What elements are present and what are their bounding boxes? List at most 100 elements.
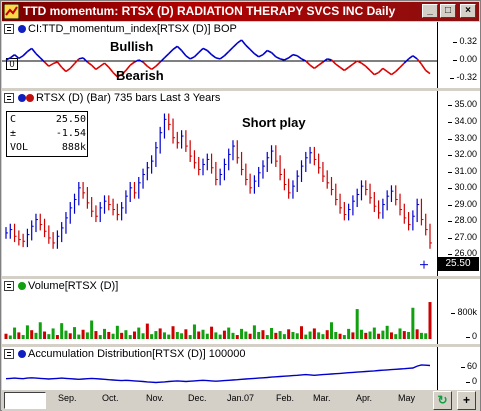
tick-label: 26.00 <box>448 248 477 258</box>
ad-pane[interactable]: Accumulation Distribution[RTSX (D)] 1000… <box>2 347 480 390</box>
momentum-segment <box>420 63 427 71</box>
volume-bar <box>312 328 316 339</box>
momentum-pane[interactable]: CI:TTD_momentum_index[RTSX (D)] BOP 0 Bu… <box>2 22 480 88</box>
volume-bar <box>4 333 8 339</box>
momentum-segment <box>215 57 221 60</box>
volume-bar <box>295 333 299 339</box>
minimize-button[interactable]: _ <box>422 4 438 18</box>
volume-bar <box>34 332 38 339</box>
volume-bar <box>402 331 406 339</box>
volume-bar <box>419 332 423 339</box>
momentum-plot <box>2 39 437 78</box>
momentum-segment <box>258 53 264 58</box>
volume-bar <box>265 335 269 339</box>
momentum-segment <box>61 66 67 73</box>
ad-pane-label: Accumulation Distribution[RTSX (D)] 1000… <box>28 348 246 360</box>
momentum-segment <box>412 55 418 60</box>
momentum-segment <box>416 58 423 65</box>
volume-bar <box>321 334 325 339</box>
refresh-button[interactable]: ↻ <box>433 391 452 410</box>
momentum-pane-label: CI:TTD_momentum_index[RTSX (D)] BOP <box>28 23 237 35</box>
pane-menu-icon[interactable] <box>4 281 14 291</box>
momentum-segment <box>138 59 144 63</box>
momentum-segment <box>176 45 183 52</box>
volume-bar <box>355 309 359 339</box>
scroll-box[interactable] <box>4 392 46 409</box>
volume-bar <box>137 327 141 339</box>
pane-splitter[interactable] <box>2 276 480 279</box>
volume-bar <box>141 333 145 339</box>
volume-pane[interactable]: Volume[RTSX (D)] 800k 0 <box>2 279 480 344</box>
momentum-segment <box>121 69 127 76</box>
volume-bar <box>128 335 132 339</box>
pane-splitter[interactable] <box>2 344 480 347</box>
volume-bar <box>252 325 256 339</box>
momentum-segment <box>31 47 37 55</box>
volume-bar <box>377 333 381 339</box>
volume-bar <box>317 332 321 339</box>
volume-bar <box>381 330 385 339</box>
volume-bar <box>364 332 368 339</box>
momentum-segment <box>193 52 200 58</box>
volume-bar <box>103 328 107 339</box>
title-bar[interactable]: TTD momentum: RTSX (D) RADIATION THERAPY… <box>2 2 479 21</box>
volume-bar <box>291 331 295 339</box>
month-label: Oct. <box>102 393 119 403</box>
pane-menu-icon[interactable] <box>4 24 14 34</box>
momentum-segment <box>292 53 298 57</box>
pane-splitter[interactable] <box>2 88 480 91</box>
momentum-segment <box>382 67 388 73</box>
price-axis: 35.00 34.00 33.00 32.00 31.00 30.00 29.0… <box>437 91 480 276</box>
volume-bar <box>372 327 376 339</box>
tick-label: 60 <box>460 361 477 371</box>
volume-bar <box>150 334 154 339</box>
volume-bar <box>188 335 192 339</box>
volume-bar <box>51 328 55 339</box>
volume-bar <box>55 335 59 339</box>
volume-bar <box>111 333 115 339</box>
bullish-annotation: Bullish <box>110 39 154 54</box>
volume-bar <box>132 331 136 339</box>
volume-bar <box>385 325 389 339</box>
momentum-segment <box>236 39 243 44</box>
time-axis-bar: Sep. Oct. Nov. Dec. Jan.07 Feb. Mar. Apr… <box>2 390 480 411</box>
volume-bar <box>227 327 231 339</box>
momentum-segment <box>228 46 234 53</box>
volume-bar <box>334 331 338 339</box>
volume-bar <box>17 332 21 339</box>
volume-bar <box>94 331 98 339</box>
ad-pane-header: Accumulation Distribution[RTSX (D)] 1000… <box>2 347 437 361</box>
close-button[interactable]: × <box>460 4 476 18</box>
pane-menu-icon[interactable] <box>4 349 14 359</box>
momentum-segment <box>279 58 285 61</box>
month-label: Jan.07 <box>227 393 255 403</box>
pane-menu-icon[interactable] <box>4 93 14 103</box>
momentum-segment <box>108 66 114 74</box>
momentum-axis: 0.32 0.00 -0.32 <box>437 22 480 88</box>
volume-bar <box>64 330 68 339</box>
add-button[interactable]: + <box>457 391 476 410</box>
momentum-segment <box>26 47 33 53</box>
volume-bar <box>81 329 85 339</box>
maximize-button[interactable]: □ <box>440 4 456 18</box>
momentum-segment <box>117 73 122 78</box>
volume-bar <box>411 307 415 339</box>
volume-bar <box>218 334 222 339</box>
momentum-segment <box>163 53 170 59</box>
price-pane[interactable]: RTSX (D) (Bar) 735 bars Last 3 Years C 25… <box>2 91 480 276</box>
volume-bar <box>180 333 184 339</box>
month-label: Nov. <box>146 393 164 403</box>
volume-key: VOL <box>10 142 29 153</box>
tick-label: 35.00 <box>448 99 477 109</box>
momentum-segment <box>266 49 272 54</box>
volume-bar <box>30 330 34 339</box>
momentum-segment <box>232 42 238 48</box>
change-key: ± <box>10 128 17 139</box>
momentum-segment <box>151 65 157 71</box>
momentum-segment <box>249 48 255 55</box>
momentum-segment <box>103 62 110 68</box>
last-price-tag: 25.50 <box>437 257 479 271</box>
close-value: 25.50 <box>55 114 86 125</box>
price-plot <box>5 113 432 269</box>
